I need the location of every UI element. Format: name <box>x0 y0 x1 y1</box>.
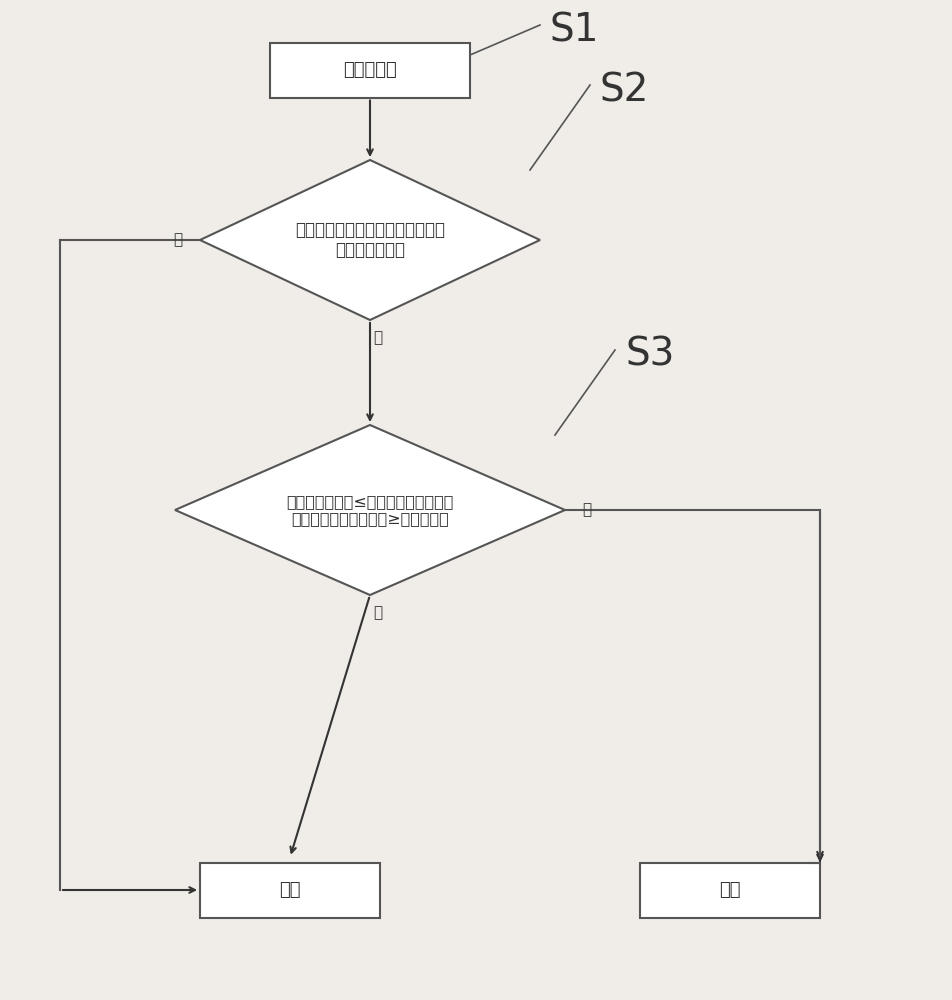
Text: S1: S1 <box>550 11 600 49</box>
Text: 异常: 异常 <box>720 881 741 899</box>
FancyBboxPatch shape <box>640 862 820 918</box>
Text: 否: 否 <box>373 330 383 346</box>
Text: 所有相邻或相近的输入端电流全部
小于第一预定值: 所有相邻或相近的输入端电流全部 小于第一预定值 <box>295 221 445 259</box>
Polygon shape <box>200 160 540 320</box>
FancyBboxPatch shape <box>270 42 470 98</box>
Text: 感测电流值: 感测电流值 <box>343 61 397 79</box>
Text: S2: S2 <box>600 71 649 109</box>
Text: 是: 是 <box>583 502 591 518</box>
Text: 否: 否 <box>373 605 383 620</box>
Text: 正常: 正常 <box>279 881 301 899</box>
Text: S3: S3 <box>625 336 674 374</box>
Text: 某输入端电流值≤第二预定值同时相邻
或相近的输入端电流值≥第一预定值: 某输入端电流值≤第二预定值同时相邻 或相近的输入端电流值≥第一预定值 <box>287 494 454 526</box>
Polygon shape <box>175 425 565 595</box>
FancyBboxPatch shape <box>200 862 380 918</box>
Text: 是: 是 <box>173 232 183 247</box>
